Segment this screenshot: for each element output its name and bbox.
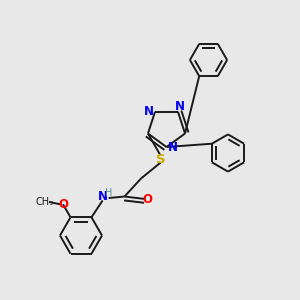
Text: CH₃: CH₃ bbox=[35, 197, 53, 207]
Text: N: N bbox=[143, 105, 153, 118]
Text: O: O bbox=[142, 193, 152, 206]
Text: N: N bbox=[175, 100, 184, 113]
Text: N: N bbox=[98, 190, 108, 203]
Text: N: N bbox=[168, 141, 178, 154]
Text: H: H bbox=[105, 188, 112, 198]
Text: S: S bbox=[156, 152, 165, 166]
Text: O: O bbox=[58, 198, 68, 211]
